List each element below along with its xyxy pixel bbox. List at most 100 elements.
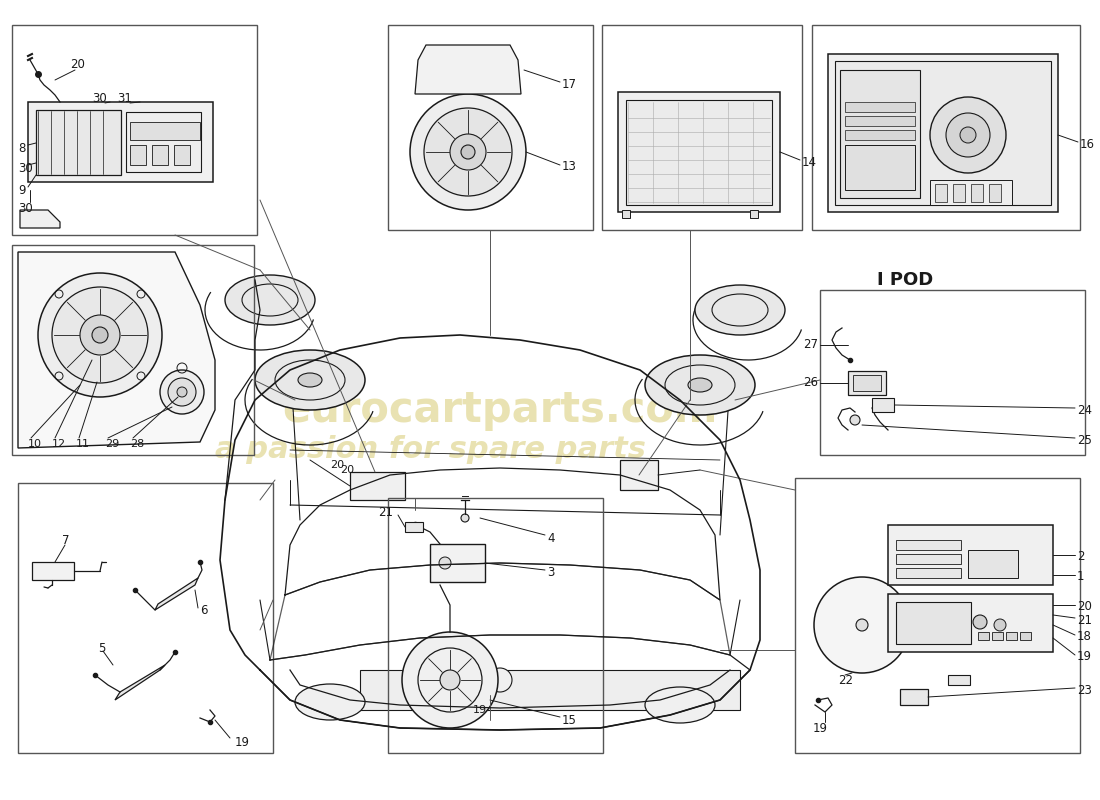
Bar [953,184,965,202]
Bar [388,498,603,753]
Circle shape [930,97,1007,173]
Text: 12: 12 [52,439,66,449]
Bar [896,568,961,578]
Circle shape [410,94,526,210]
Bar [820,290,1085,455]
Bar [1020,632,1031,640]
Circle shape [461,145,475,159]
Bar [626,100,772,205]
Bar [18,483,273,753]
Text: 19: 19 [1077,650,1092,663]
Bar [130,122,200,140]
Bar [872,398,894,412]
Bar [930,180,1012,205]
Ellipse shape [226,275,315,325]
Circle shape [92,327,108,343]
Text: 21: 21 [378,506,393,518]
Text: 1: 1 [1077,570,1085,583]
Circle shape [160,370,204,414]
Bar [989,184,1001,202]
Bar [835,61,1050,205]
Circle shape [960,127,976,143]
Text: 6: 6 [200,603,208,617]
Circle shape [994,619,1006,631]
Text: 18: 18 [1077,630,1092,643]
Ellipse shape [645,355,755,415]
Circle shape [461,514,469,522]
Polygon shape [415,45,521,94]
Bar [388,25,593,230]
Bar [888,594,1053,652]
Text: 29: 29 [104,439,119,449]
Text: 3: 3 [547,566,554,579]
Text: 15: 15 [562,714,576,726]
Text: 19: 19 [235,737,250,750]
Circle shape [974,615,987,629]
Bar [896,602,971,644]
Text: 20: 20 [1077,601,1092,614]
Text: 8: 8 [18,142,25,154]
Bar [845,130,915,140]
Bar [620,460,658,490]
Circle shape [80,315,120,355]
Bar [32,562,74,580]
Bar [888,525,1053,585]
Bar [852,375,881,391]
Bar [36,110,121,175]
Bar [350,472,405,500]
Bar [896,540,961,550]
Bar [405,522,424,532]
Circle shape [485,690,495,700]
Text: 10: 10 [28,439,42,449]
Bar [152,145,168,165]
Ellipse shape [645,687,715,723]
Polygon shape [116,665,165,700]
Text: 4: 4 [547,531,554,545]
Text: 30: 30 [18,162,33,174]
Bar [828,54,1058,212]
Bar [845,102,915,112]
Bar [840,70,920,198]
Text: 5: 5 [98,642,106,654]
Circle shape [39,273,162,397]
Text: 9: 9 [18,183,25,197]
Bar [360,670,740,710]
Bar [12,25,257,235]
Text: a passion for spare parts: a passion for spare parts [214,435,646,465]
Bar [28,102,213,182]
Text: 2: 2 [1077,550,1085,563]
Text: 13: 13 [562,161,576,174]
Text: 16: 16 [1080,138,1094,150]
Circle shape [850,415,860,425]
Polygon shape [18,252,214,448]
Circle shape [424,108,512,196]
Bar [948,675,970,685]
Bar [174,145,190,165]
Bar [602,25,802,230]
Bar [750,210,758,218]
Text: 17: 17 [562,78,578,90]
Bar [935,184,947,202]
Bar [130,145,146,165]
Ellipse shape [298,373,322,387]
Circle shape [946,113,990,157]
Bar [1006,632,1018,640]
Bar [618,92,780,212]
Text: 30: 30 [18,202,33,214]
Text: eurocartparts.com: eurocartparts.com [283,389,717,431]
Ellipse shape [695,285,785,335]
Text: 20: 20 [330,460,344,470]
Bar [848,371,886,395]
Text: 20: 20 [70,58,86,71]
Bar [978,632,989,640]
Text: 14: 14 [802,155,817,169]
Text: 28: 28 [130,439,144,449]
Circle shape [177,387,187,397]
Text: 27: 27 [803,338,818,351]
Ellipse shape [688,378,712,392]
Text: 25: 25 [1077,434,1092,446]
Text: 24: 24 [1077,403,1092,417]
Circle shape [440,670,460,690]
Bar [795,478,1080,753]
Circle shape [168,378,196,406]
